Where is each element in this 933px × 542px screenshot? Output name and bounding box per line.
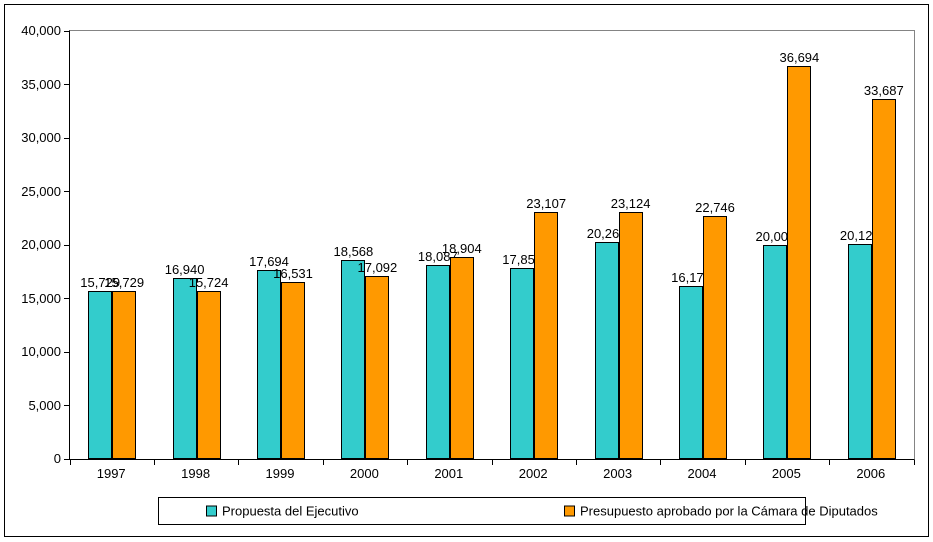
bar-value-label: 18,087 bbox=[417, 249, 458, 265]
bar-aprobado-2002 bbox=[534, 211, 559, 459]
bar-value-label: 16,940 bbox=[164, 261, 205, 277]
x-axis-label: 2005 bbox=[771, 466, 801, 481]
bar-aprobado-1999 bbox=[281, 282, 305, 459]
x-axis-tick bbox=[407, 460, 409, 465]
bar-aprobado-1997 bbox=[112, 290, 137, 459]
x-axis-label: 2006 bbox=[856, 466, 886, 481]
bar-value-label: 16,177 bbox=[671, 269, 711, 285]
y-axis-tick-label: 25,000 bbox=[21, 183, 61, 199]
y-axis: 0 5,000 10,000 15,000 20,000 25,000 30,000 35,0… bbox=[5, 23, 61, 466]
y-axis-tick bbox=[64, 137, 70, 139]
y-axis-tick-label: 40,000 bbox=[21, 23, 61, 38]
x-axis-label: 2004 bbox=[687, 466, 717, 481]
legend-marker-aprobado-icon bbox=[564, 505, 575, 517]
legend-item-aprobado: Presupuesto aprobado por la Cámara de Di… bbox=[564, 504, 878, 519]
y-axis-tick-label: 30,000 bbox=[21, 130, 61, 145]
bar-propuesta-1997 bbox=[88, 290, 113, 459]
bar-aprobado-2004 bbox=[703, 215, 727, 459]
bar-value-label: 16,531 bbox=[273, 266, 313, 282]
y-axis-tick bbox=[64, 244, 70, 246]
y-axis-tick-label: 20,000 bbox=[21, 237, 61, 252]
y-axis-tick bbox=[64, 405, 70, 406]
bar-aprobado-2006 bbox=[871, 98, 896, 459]
x-axis: 1997 1998 1999 2000 2001 2002 2003 2004 2005 2006 bbox=[69, 466, 915, 486]
legend: Propuesta del Ejecutivo Presupuesto apro… bbox=[158, 497, 878, 525]
y-axis-tick-label: 5,000 bbox=[28, 397, 61, 413]
x-axis-label: 1997 bbox=[96, 466, 126, 481]
x-axis-label: 1999 bbox=[265, 466, 295, 481]
legend-label-aprobado: Presupuesto aprobado por la Cámara de Di… bbox=[580, 503, 878, 519]
bar-propuesta-2000 bbox=[341, 260, 366, 459]
x-axis-label: 2002 bbox=[518, 466, 548, 481]
legend-label-propuesta: Propuesta del Ejecutivo bbox=[222, 503, 359, 519]
y-axis-tick bbox=[64, 351, 70, 353]
plot-area: 15,729 15,729 16,940 15,724 17,694 16,531 18,5… bbox=[64, 30, 915, 465]
bar-aprobado-2005 bbox=[787, 66, 812, 459]
y-axis-tick-label: 35,000 bbox=[21, 76, 61, 92]
x-axis-tick bbox=[660, 460, 662, 465]
bar-value-label: 15,729 bbox=[104, 274, 145, 290]
bar-propuesta-2005 bbox=[763, 244, 788, 459]
x-axis-label: 1998 bbox=[181, 466, 211, 481]
bar-propuesta-1999 bbox=[257, 269, 281, 459]
bar-value-label: 18,904 bbox=[441, 240, 482, 256]
bar-value-label: 15,729 bbox=[80, 274, 121, 290]
x-axis-tick bbox=[322, 460, 324, 465]
x-axis-tick bbox=[69, 460, 71, 465]
chart-frame: 0 5,000 10,000 15,000 20,000 25,000 30,000 35,0… bbox=[4, 4, 929, 537]
y-axis-tick bbox=[64, 84, 70, 85]
bar-value-label: 33,687 bbox=[863, 82, 904, 98]
bar-value-label: 20,003 bbox=[755, 228, 796, 244]
x-axis-tick bbox=[575, 460, 577, 465]
x-axis-tick bbox=[153, 460, 155, 465]
bar-value-label: 36,694 bbox=[779, 50, 820, 66]
y-axis-tick-label: 15,000 bbox=[21, 290, 61, 306]
y-axis-tick bbox=[64, 458, 70, 460]
x-axis-label: 2000 bbox=[349, 466, 379, 481]
bar-value-label: 18,568 bbox=[333, 244, 374, 260]
y-axis-tick bbox=[64, 191, 70, 192]
bar-aprobado-2003 bbox=[618, 211, 643, 459]
bar-propuesta-2004 bbox=[679, 285, 703, 459]
x-axis-label: 2003 bbox=[603, 466, 633, 481]
bar-value-label: 17,859 bbox=[502, 251, 543, 267]
y-axis-tick bbox=[64, 30, 70, 32]
bar-aprobado-2001 bbox=[449, 256, 474, 459]
x-axis-tick bbox=[238, 460, 240, 465]
bar-aprobado-2000 bbox=[365, 276, 390, 459]
y-axis-tick-label: 0 bbox=[53, 451, 61, 466]
x-axis-tick bbox=[744, 460, 746, 465]
legend-item-propuesta: Propuesta del Ejecutivo bbox=[206, 504, 359, 519]
bar-propuesta-2001 bbox=[425, 265, 450, 459]
x-axis-tick bbox=[913, 460, 915, 465]
bar-value-label: 20,127 bbox=[839, 227, 880, 243]
bar-propuesta-2002 bbox=[510, 267, 535, 459]
bar-value-label: 23,124 bbox=[610, 195, 651, 211]
x-axis-tick bbox=[829, 460, 831, 465]
x-axis-label: 2001 bbox=[434, 466, 464, 481]
x-axis-tick bbox=[491, 460, 493, 465]
bar-value-label: 17,092 bbox=[357, 260, 398, 276]
bar-value-label: 17,694 bbox=[249, 253, 289, 269]
y-axis-tick bbox=[64, 298, 70, 299]
bar-aprobado-1998 bbox=[196, 290, 221, 459]
bar-value-label: 22,746 bbox=[695, 199, 735, 215]
bar-propuesta-1998 bbox=[172, 277, 197, 459]
bar-value-label: 20,269 bbox=[586, 226, 627, 242]
y-axis-tick-label: 10,000 bbox=[21, 344, 61, 359]
bar-value-label: 15,724 bbox=[188, 274, 229, 290]
legend-marker-propuesta-icon bbox=[206, 505, 217, 517]
bar-propuesta-2003 bbox=[594, 242, 619, 459]
bar-propuesta-2006 bbox=[847, 243, 872, 459]
bar-value-label: 23,107 bbox=[526, 195, 567, 211]
